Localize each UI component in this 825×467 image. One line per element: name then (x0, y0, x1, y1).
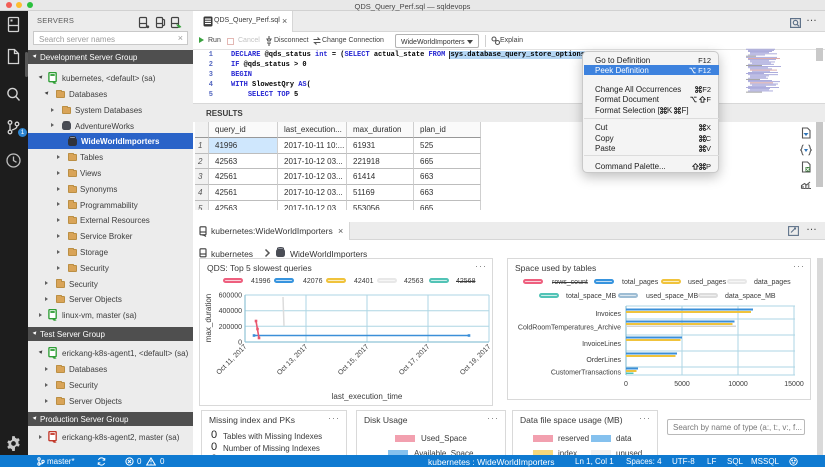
svg-text:5000: 5000 (674, 381, 690, 388)
svg-text:Invoices: Invoices (595, 311, 621, 318)
svg-text:0: 0 (624, 381, 628, 388)
svg-text:10000: 10000 (728, 381, 748, 388)
svg-text:Oct 17, 2017: Oct 17, 2017 (398, 343, 431, 376)
svg-text:OrderLines: OrderLines (586, 357, 621, 364)
svg-text:InvoiceLines: InvoiceLines (582, 341, 621, 348)
svg-text:ColdRoomTemperatures_Archive: ColdRoomTemperatures_Archive (518, 325, 621, 332)
svg-text:Oct 15, 2017: Oct 15, 2017 (337, 343, 370, 376)
svg-text:200000: 200000 (219, 324, 242, 331)
svg-text:max_duration: max_duration (204, 294, 213, 342)
svg-text:0: 0 (238, 340, 242, 347)
svg-text:last_execution_time: last_execution_time (332, 392, 403, 401)
svg-text:Oct 11, 2017: Oct 11, 2017 (215, 343, 248, 376)
svg-text:400000: 400000 (219, 308, 242, 315)
svg-text:600000: 600000 (219, 293, 242, 300)
svg-text:15000: 15000 (784, 381, 804, 388)
svg-text:Oct 19, 2017: Oct 19, 2017 (459, 343, 492, 376)
svg-text:Oct 13, 2017: Oct 13, 2017 (276, 343, 309, 376)
svg-text:CustomerTransactions: CustomerTransactions (551, 370, 622, 377)
